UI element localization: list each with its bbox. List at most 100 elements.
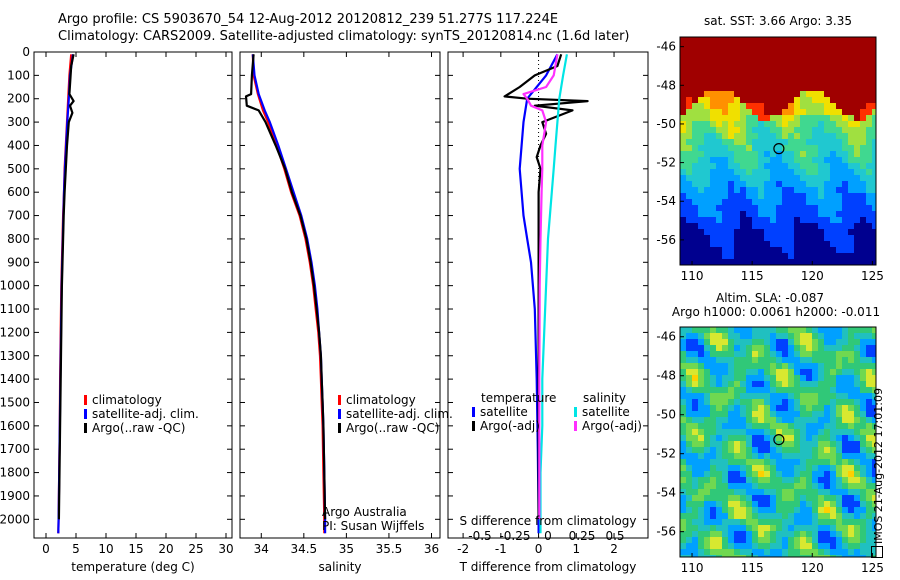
heatmap-cell — [776, 37, 782, 43]
heatmap-cell — [686, 417, 692, 423]
heatmap-cell — [752, 501, 758, 507]
heatmap-cell — [752, 181, 758, 187]
heatmap-cell — [854, 55, 860, 61]
heatmap-cell — [824, 103, 830, 109]
heatmap-cell — [752, 187, 758, 193]
heatmap-cell — [854, 121, 860, 127]
heatmap-cell — [866, 169, 872, 175]
heatmap-cell — [848, 363, 854, 369]
heatmap-cell — [824, 97, 830, 103]
heatmap-cell — [740, 387, 746, 393]
heatmap-cell — [770, 399, 776, 405]
heatmap-cell — [692, 507, 698, 513]
heatmap-cell — [734, 253, 740, 259]
heatmap-cell — [872, 181, 876, 187]
heatmap-cell — [698, 115, 704, 121]
heatmap-cell — [680, 411, 686, 417]
heatmap-cell — [764, 357, 770, 363]
heatmap-cell — [866, 175, 872, 181]
heatmap-cell — [746, 399, 752, 405]
heatmap-cell — [686, 531, 692, 537]
heatmap-cell — [734, 555, 740, 557]
heatmap-cell — [782, 109, 788, 115]
heatmap-cell — [830, 351, 836, 357]
heatmap-cell — [758, 357, 764, 363]
heatmap-cell — [716, 501, 722, 507]
heatmap-cell — [746, 97, 752, 103]
y-tick-label: 500 — [7, 162, 30, 176]
heatmap-cell — [806, 223, 812, 229]
heatmap-cell — [800, 555, 806, 557]
heatmap-cell — [848, 411, 854, 417]
heatmap-cell — [752, 97, 758, 103]
heatmap-cell — [734, 399, 740, 405]
heatmap-cell — [788, 369, 794, 375]
heatmap-cell — [788, 85, 794, 91]
heatmap-cell — [764, 555, 770, 557]
argo-location-marker — [773, 143, 785, 155]
heatmap-cell — [716, 217, 722, 223]
heatmap-cell — [866, 241, 872, 247]
heatmap-cell — [698, 181, 704, 187]
heatmap-cell — [872, 531, 876, 537]
heatmap-cell — [764, 73, 770, 79]
heatmap-cell — [794, 393, 800, 399]
legend-swatch — [338, 423, 341, 433]
heatmap-cell — [836, 49, 842, 55]
heatmap-cell — [716, 351, 722, 357]
heatmap-cell — [710, 465, 716, 471]
heatmap-cell — [782, 85, 788, 91]
heatmap-cell — [710, 447, 716, 453]
heatmap-cell — [800, 199, 806, 205]
heatmap-cell — [836, 43, 842, 49]
heatmap-cell — [788, 67, 794, 73]
heatmap-cell — [704, 181, 710, 187]
heatmap-cell — [764, 519, 770, 525]
heatmap-cell — [764, 43, 770, 49]
x-tick-label: 120 — [801, 269, 824, 283]
heatmap-cell — [740, 211, 746, 217]
heatmap-cell — [872, 345, 876, 351]
heatmap-cell — [746, 411, 752, 417]
heatmap-cell — [782, 247, 788, 253]
heatmap-cell — [758, 363, 764, 369]
heatmap-cell — [776, 417, 782, 423]
heatmap-cell — [854, 145, 860, 151]
heatmap-cell — [734, 61, 740, 67]
heatmap-cell — [704, 187, 710, 193]
heatmap-cell — [692, 423, 698, 429]
y-tick-label: -56 — [656, 525, 676, 539]
heatmap-cell — [740, 223, 746, 229]
heatmap-cell — [866, 525, 872, 531]
heatmap-cell — [782, 441, 788, 447]
heatmap-cell — [710, 543, 716, 549]
heatmap-cell — [686, 399, 692, 405]
heatmap-cell — [860, 393, 866, 399]
heatmap-cell — [776, 477, 782, 483]
heatmap-cell — [854, 429, 860, 435]
heatmap-cell — [818, 205, 824, 211]
series-line-temperature-satellite — [518, 53, 559, 534]
heatmap-cell — [728, 555, 734, 557]
heatmap-cell — [728, 193, 734, 199]
heatmap-cell — [776, 139, 782, 145]
heatmap-cell — [686, 211, 692, 217]
heatmap-cell — [800, 339, 806, 345]
heatmap-cell — [704, 555, 710, 557]
heatmap-cell — [728, 351, 734, 357]
heatmap-cell — [866, 345, 872, 351]
heatmap-cell — [794, 163, 800, 169]
heatmap-cell — [698, 501, 704, 507]
heatmap-cell — [854, 339, 860, 345]
heatmap-cell — [836, 253, 842, 259]
heatmap-cell — [872, 217, 876, 223]
heatmap-cell — [782, 217, 788, 223]
heatmap-cell — [710, 259, 716, 265]
heatmap-cell — [800, 381, 806, 387]
heatmap-cell — [830, 169, 836, 175]
y-tick-label: 0 — [22, 45, 30, 59]
heatmap-cell — [764, 109, 770, 115]
heatmap-cell — [704, 339, 710, 345]
heatmap-cell — [758, 181, 764, 187]
heatmap-cell — [782, 73, 788, 79]
